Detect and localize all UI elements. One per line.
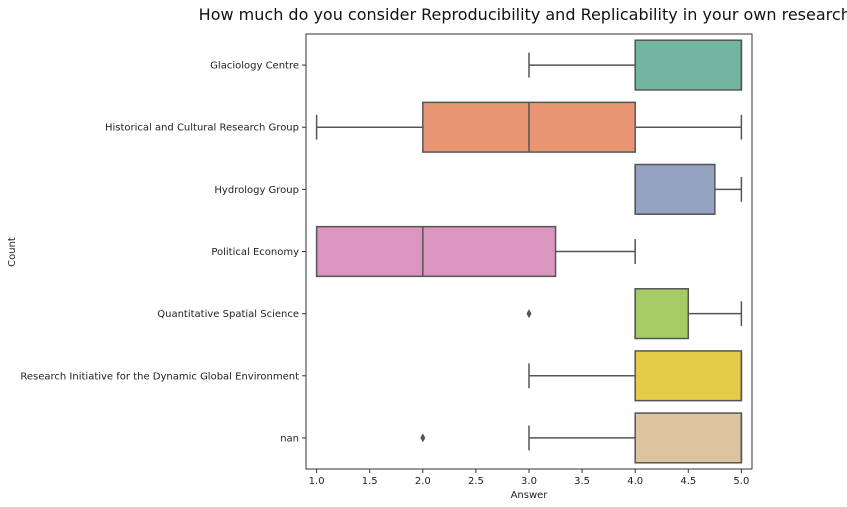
y-tick-label: Historical and Cultural Research Group	[105, 123, 299, 134]
y-tick-label: Hydrology Group	[214, 185, 299, 196]
box-2	[634, 163, 716, 215]
x-tick-label: 5.0	[733, 476, 749, 487]
y-tick-label: nan	[280, 433, 299, 444]
x-tick-label: 1.5	[362, 476, 378, 487]
x-tick-label: 2.0	[415, 476, 431, 487]
box-0	[634, 39, 743, 91]
outlier-point	[420, 433, 426, 443]
y-tick-label: Research Initiative for the Dynamic Glob…	[20, 371, 299, 382]
box-5	[634, 350, 743, 402]
y-tick-label: Glaciology Centre	[210, 61, 299, 72]
chart-title: How much do you consider Reproducibility…	[199, 5, 847, 24]
y-axis-title: Count	[7, 237, 18, 267]
y-tick-label: Quantitative Spatial Science	[157, 309, 299, 320]
x-tick-label: 2.5	[468, 476, 484, 487]
x-tick-label: 1.0	[309, 476, 325, 487]
x-axis-title: Answer	[511, 490, 549, 501]
x-tick-label: 4.0	[627, 476, 643, 487]
x-tick-label: 4.5	[680, 476, 696, 487]
plot-area: Glaciology Centre Historical and Cultural…	[20, 33, 753, 487]
outlier-point	[526, 309, 532, 319]
y-tick-label: Political Economy	[211, 247, 299, 258]
box-6	[634, 412, 743, 464]
box-4	[634, 288, 690, 340]
x-tick-label: 3.0	[521, 476, 537, 487]
box-3	[315, 225, 557, 278]
x-tick-label: 3.5	[574, 476, 590, 487]
